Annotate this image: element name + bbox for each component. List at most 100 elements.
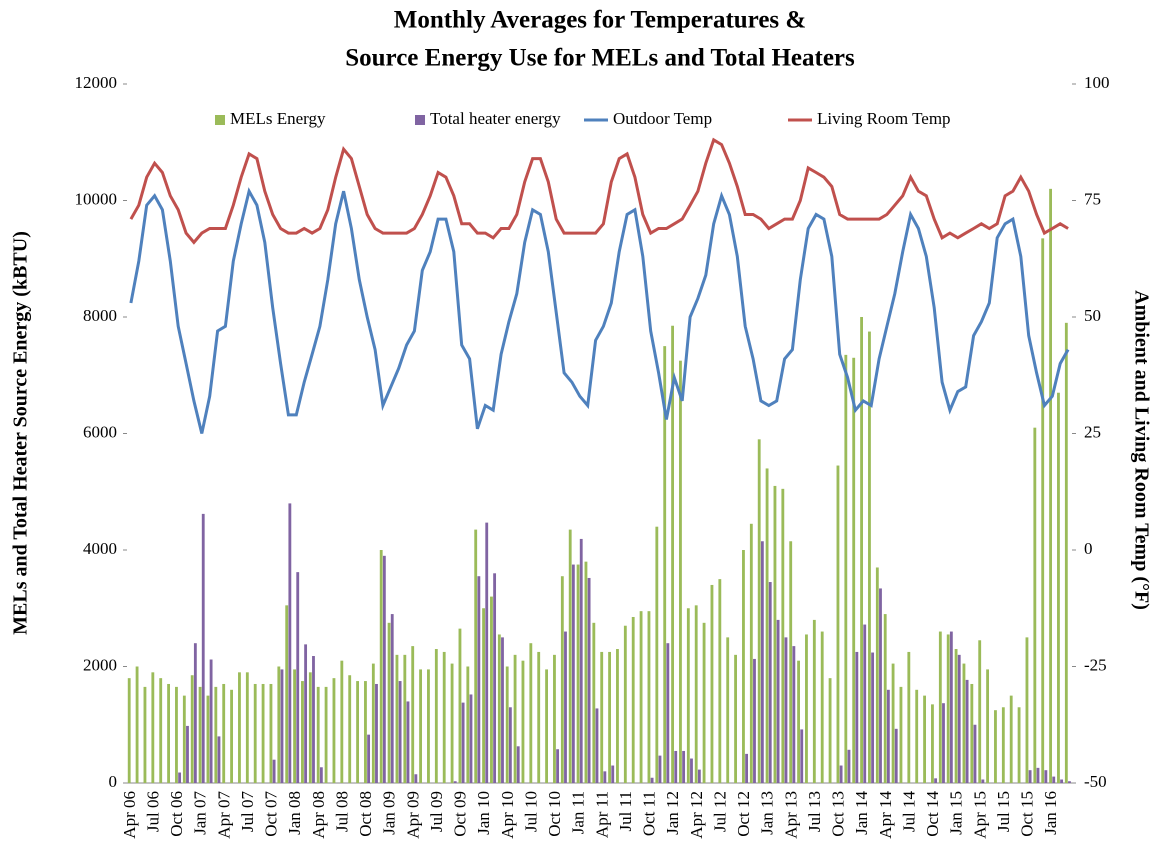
bar bbox=[938, 631, 942, 783]
legend-label: MELs Energy bbox=[230, 109, 326, 128]
bar bbox=[765, 468, 769, 783]
bar bbox=[293, 669, 296, 783]
bar bbox=[190, 675, 194, 783]
bar bbox=[1017, 707, 1021, 783]
x-tick-label: Apr 13 bbox=[781, 791, 800, 839]
bar bbox=[269, 683, 273, 783]
bar bbox=[760, 541, 764, 783]
bar bbox=[879, 588, 882, 783]
bar bbox=[1044, 770, 1048, 783]
bar bbox=[946, 634, 950, 783]
bar bbox=[907, 651, 911, 783]
bar bbox=[390, 614, 394, 783]
bar bbox=[812, 619, 816, 783]
bar bbox=[839, 765, 843, 783]
bar bbox=[978, 640, 982, 783]
bar bbox=[245, 672, 249, 783]
chart-title: Monthly Averages for Temperatures & bbox=[394, 7, 806, 34]
bar bbox=[603, 771, 607, 783]
bar bbox=[894, 728, 898, 783]
bar bbox=[167, 683, 170, 783]
bar bbox=[855, 651, 859, 783]
bar bbox=[395, 654, 399, 783]
x-tick-label: Apr 10 bbox=[498, 791, 517, 839]
bar bbox=[214, 686, 218, 783]
bar bbox=[477, 576, 481, 783]
bar bbox=[915, 689, 919, 783]
bar bbox=[568, 529, 572, 783]
bar bbox=[348, 675, 352, 783]
y-tick-label: 4000 bbox=[83, 539, 117, 558]
y2-axis-label: Ambient and Living Room Temp (°F) bbox=[1130, 290, 1152, 610]
bar bbox=[272, 759, 276, 783]
bar bbox=[545, 669, 548, 783]
bar bbox=[375, 683, 378, 783]
bar bbox=[611, 765, 615, 783]
bar bbox=[623, 625, 627, 783]
x-tick-label: Jan 16 bbox=[1041, 791, 1060, 835]
x-tick-label: Jul 09 bbox=[427, 791, 446, 832]
bar bbox=[784, 637, 788, 783]
y2-tick-label: -50 bbox=[1084, 772, 1107, 791]
bar bbox=[957, 654, 961, 783]
bar bbox=[442, 651, 446, 783]
bar bbox=[529, 643, 533, 783]
legend-label: Outdoor Temp bbox=[613, 109, 712, 128]
y2-tick-label: 0 bbox=[1084, 539, 1093, 558]
bar bbox=[820, 631, 824, 783]
y2-tick-label: 25 bbox=[1084, 422, 1101, 441]
bar bbox=[308, 672, 312, 783]
bar bbox=[493, 573, 497, 783]
bar bbox=[453, 781, 457, 783]
bar bbox=[753, 658, 756, 783]
x-tick-label: Oct 10 bbox=[545, 791, 564, 837]
bar bbox=[1025, 637, 1029, 783]
bar bbox=[490, 596, 493, 783]
bar bbox=[592, 622, 596, 783]
bar bbox=[1052, 776, 1056, 783]
bar bbox=[666, 643, 670, 783]
bar bbox=[584, 561, 588, 783]
bar bbox=[745, 753, 749, 783]
bar bbox=[600, 651, 604, 783]
bar bbox=[852, 357, 856, 783]
x-tick-label: Jul 13 bbox=[805, 791, 824, 832]
bar bbox=[616, 649, 619, 783]
y2-tick-label: 100 bbox=[1084, 73, 1110, 92]
bar bbox=[776, 619, 780, 783]
bar bbox=[1033, 427, 1037, 783]
bar bbox=[222, 683, 226, 783]
x-tick-label: Jul 11 bbox=[616, 791, 635, 831]
y2-tick-label: 50 bbox=[1084, 306, 1101, 325]
bar bbox=[1064, 322, 1068, 783]
bar bbox=[595, 708, 599, 783]
bar bbox=[1068, 781, 1071, 783]
bar bbox=[718, 579, 722, 783]
bar bbox=[631, 616, 635, 783]
bar bbox=[891, 663, 895, 783]
x-tick-label: Jul 07 bbox=[238, 791, 257, 833]
bar bbox=[238, 672, 241, 783]
bar bbox=[576, 564, 580, 783]
legend-label: Total heater energy bbox=[430, 109, 561, 128]
bar bbox=[382, 555, 386, 783]
x-tick-label: Jul 10 bbox=[521, 791, 540, 832]
bar bbox=[497, 634, 501, 783]
bar bbox=[332, 678, 336, 783]
x-tick-label: Apr 08 bbox=[309, 791, 328, 839]
bar bbox=[230, 689, 233, 783]
bar bbox=[1001, 707, 1005, 783]
y-tick-label: 0 bbox=[109, 772, 118, 791]
bar bbox=[127, 678, 131, 783]
bar bbox=[781, 488, 785, 783]
bar bbox=[686, 608, 690, 783]
bar bbox=[973, 724, 977, 783]
bar bbox=[560, 576, 564, 783]
chart-title: Source Energy Use for MELs and Total Hea… bbox=[345, 45, 855, 72]
bar bbox=[860, 317, 863, 783]
x-tick-label: Jul 15 bbox=[994, 791, 1013, 832]
bar bbox=[674, 750, 678, 783]
bar bbox=[186, 725, 189, 783]
y-tick-label: 10000 bbox=[75, 189, 118, 208]
legend-swatch bbox=[215, 115, 225, 125]
